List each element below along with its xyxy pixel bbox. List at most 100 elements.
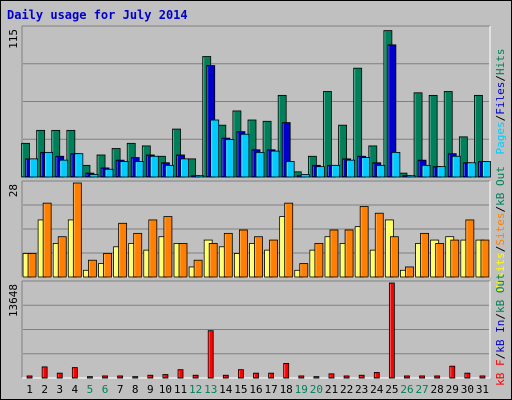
bar-bot-kb-f: [358, 374, 365, 379]
bar-bot-kb-f: [449, 365, 456, 379]
bar-top-pages: [134, 161, 144, 178]
legend-part: Sites: [494, 212, 507, 245]
bar-top-pages: [240, 133, 250, 178]
bar-bot-kb-f: [56, 372, 63, 379]
bar-top-pages: [29, 158, 38, 178]
bar-bot-kb-f: [132, 376, 139, 379]
bar-mid-sites: [420, 232, 429, 278]
y-max-label-mid: 28: [7, 184, 20, 197]
bar-bot-kb-f: [388, 282, 395, 379]
bar-bot-kb-f: [26, 375, 33, 379]
x-tick-label: 25: [385, 383, 398, 396]
x-tick-label: 8: [132, 383, 139, 396]
bar-top-pages: [104, 168, 114, 178]
chart-title: Daily usage for July 2014: [7, 8, 188, 22]
x-tick-label: 31: [476, 383, 489, 396]
bar-bot-kb-f: [419, 375, 425, 379]
x-tick-label: 18: [280, 383, 293, 396]
bar-bot-kb-f: [207, 330, 214, 379]
bar-bot-kb-f: [343, 375, 350, 379]
bar-mid-sites: [163, 216, 173, 278]
bar-mid-sites: [374, 212, 384, 278]
bar-top-pages: [285, 161, 295, 178]
bar-mid-sites: [465, 219, 475, 278]
bar-mid-sites: [103, 253, 112, 278]
bar-bot-kb-f: [177, 369, 184, 379]
bar-bot-kb-f: [192, 374, 199, 379]
bar-top-pages: [391, 151, 401, 178]
bar-bot-kb-f: [464, 372, 471, 379]
legend-part: /: [494, 353, 507, 360]
x-tick-label: 21: [325, 383, 338, 396]
bar-top-pages: [451, 155, 461, 178]
legend-part: Pages: [494, 121, 507, 154]
legend-part: /: [494, 246, 507, 253]
bar-mid-sites: [405, 266, 414, 278]
bar-bot-kb-f: [283, 362, 290, 379]
x-tick-label: 1: [26, 383, 33, 396]
x-tick-label: 4: [72, 383, 79, 396]
bar-top-pages: [315, 166, 325, 178]
bar-top-pages: [270, 150, 280, 178]
bar-top-pages: [44, 151, 54, 178]
x-tick-label: 24: [370, 383, 384, 396]
bar-mid-sites: [480, 239, 490, 278]
bar-mid-sites: [88, 259, 97, 278]
legend-part: /: [494, 206, 507, 213]
bar-mid-sites: [27, 253, 37, 278]
x-tick-label: 6: [102, 383, 109, 396]
bar-top-pages: [225, 139, 235, 178]
bar-mid-sites: [254, 236, 263, 278]
x-tick-label: 5: [87, 383, 94, 396]
x-tick-label: 10: [159, 383, 172, 396]
bar-mid-sites: [148, 219, 158, 278]
x-tick-label: 23: [355, 383, 368, 396]
bar-top-pages: [210, 119, 220, 178]
bar-top-pages: [482, 161, 491, 178]
bar-bot-kb-f: [434, 375, 441, 379]
bar-bot-kb-f: [313, 376, 320, 379]
bar-mid-sites: [269, 239, 278, 278]
x-tick-label: 29: [446, 383, 459, 396]
bar-bot-kb-f: [268, 372, 274, 379]
x-tick-label: 16: [249, 383, 262, 396]
bar-mid-sites: [133, 232, 143, 278]
bar-mid-sites: [284, 202, 294, 278]
x-tick-label: 22: [340, 383, 353, 396]
x-tick-label: 17: [264, 383, 277, 396]
bar-top-pages: [195, 175, 205, 178]
legend-part: kB Out: [494, 273, 507, 313]
bar-mid-sites: [178, 243, 188, 278]
x-tick-label: 14: [219, 383, 233, 396]
x-tick-label: 12: [189, 383, 202, 396]
bar-top-pages: [165, 164, 174, 178]
bar-bot-kb-f: [404, 375, 410, 379]
bar-mid-sites: [118, 222, 128, 278]
bar-bot-kb-f: [71, 367, 78, 379]
bar-top-pages: [74, 153, 84, 178]
bar-top-pages: [149, 155, 159, 178]
bar-mid-sites: [329, 229, 339, 278]
legend-part: /: [494, 75, 507, 82]
x-tick-label: 19: [295, 383, 308, 396]
bar-mid-sites: [359, 206, 369, 278]
bar-mid-sites: [223, 232, 233, 278]
bar-bot-kb-f: [147, 374, 154, 379]
bar-mid-sites: [314, 243, 324, 278]
legend-part: kB F: [494, 359, 507, 386]
bar-mid-sites: [193, 259, 203, 278]
bar-top-pages: [406, 175, 416, 178]
x-tick-label: 15: [234, 383, 247, 396]
legend-part: Hits: [494, 49, 507, 76]
x-tick-label: 28: [431, 383, 444, 396]
bar-bot-kb-f: [328, 373, 335, 379]
x-tick-label: 30: [461, 383, 474, 396]
legend-part: Visits: [494, 252, 507, 292]
bar-top-pages: [59, 159, 69, 178]
bar-top-pages: [346, 159, 355, 178]
y-max-label-top: 115: [7, 29, 20, 49]
bar-top-pages: [89, 174, 99, 178]
x-tick-label: 3: [56, 383, 63, 396]
bar-top-pages: [436, 166, 446, 178]
